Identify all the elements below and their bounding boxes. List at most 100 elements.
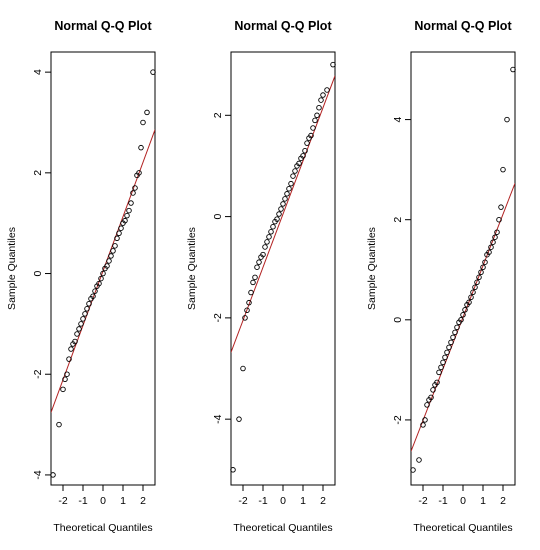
data-point xyxy=(268,229,274,235)
data-point xyxy=(424,402,430,408)
data-point xyxy=(288,180,294,187)
data-point xyxy=(434,379,440,386)
y-axis-title: Sample Quantiles xyxy=(186,227,198,310)
y-tick-label: 0 xyxy=(32,270,44,276)
data-point xyxy=(308,132,314,139)
y-tick-label: 2 xyxy=(392,217,404,223)
data-point xyxy=(330,61,336,68)
data-point xyxy=(250,279,256,286)
plot-title: Normal Q-Q Plot xyxy=(234,19,332,33)
data-point xyxy=(482,259,488,265)
data-point xyxy=(78,321,84,327)
data-point xyxy=(72,338,78,345)
data-point xyxy=(422,417,428,423)
data-point xyxy=(60,386,66,393)
data-point xyxy=(254,264,260,270)
data-point xyxy=(470,289,476,296)
data-point xyxy=(244,307,250,314)
y-tick-label: -2 xyxy=(212,313,224,322)
data-point xyxy=(124,212,130,219)
x-axis-title: Theoretical Quantiles xyxy=(233,522,332,534)
data-point xyxy=(276,211,282,217)
data-point xyxy=(256,259,262,265)
x-axis-title: Theoretical Quantiles xyxy=(413,522,512,534)
data-point xyxy=(246,299,252,306)
data-point xyxy=(278,206,284,212)
y-tick-label: 4 xyxy=(32,69,44,75)
data-point xyxy=(430,387,436,393)
data-point xyxy=(476,274,482,281)
data-point xyxy=(96,280,102,287)
data-point xyxy=(76,326,82,332)
data-point xyxy=(302,148,308,154)
y-axis-title: Sample Quantiles xyxy=(6,227,18,310)
data-point xyxy=(62,376,68,383)
x-tick-label: -2 xyxy=(58,495,67,507)
data-point xyxy=(428,394,434,401)
data-point xyxy=(252,274,258,281)
data-point xyxy=(450,334,456,341)
data-point xyxy=(310,125,316,131)
y-tick-label: 0 xyxy=(392,317,404,323)
data-point xyxy=(486,249,492,255)
data-point xyxy=(66,356,72,362)
data-point xyxy=(504,116,510,123)
data-point xyxy=(314,112,320,119)
data-point xyxy=(100,270,106,277)
data-point xyxy=(460,312,466,318)
data-point xyxy=(510,66,516,73)
y-axis-title: Sample Quantiles xyxy=(366,227,378,310)
data-point xyxy=(454,324,460,331)
qq-reference-line xyxy=(231,75,335,353)
data-point xyxy=(468,294,474,301)
x-tick-label: 2 xyxy=(320,495,326,507)
data-point xyxy=(270,223,276,230)
data-point xyxy=(248,289,254,296)
x-tick-label: -1 xyxy=(258,495,267,507)
data-point xyxy=(286,185,292,192)
data-point xyxy=(448,339,454,346)
data-point xyxy=(320,92,326,98)
x-tick-label: -1 xyxy=(438,495,447,507)
x-tick-label: 0 xyxy=(100,495,106,507)
y-tick-label: -4 xyxy=(212,414,224,423)
y-tick-label: 0 xyxy=(212,214,224,220)
x-tick-label: -2 xyxy=(418,495,427,507)
data-point xyxy=(436,369,442,376)
data-point xyxy=(494,229,500,235)
data-point xyxy=(128,200,134,206)
x-tick-label: 1 xyxy=(480,495,486,507)
data-point xyxy=(420,422,426,428)
plot-title: Normal Q-Q Plot xyxy=(414,19,512,33)
data-point xyxy=(74,331,80,337)
y-tick-label: 2 xyxy=(32,170,44,176)
data-point xyxy=(130,190,136,196)
y-tick-label: -2 xyxy=(32,369,44,378)
data-point xyxy=(474,279,480,286)
data-point xyxy=(144,109,150,116)
data-point xyxy=(318,97,324,103)
data-point xyxy=(138,144,144,151)
data-point xyxy=(264,239,270,245)
data-point xyxy=(458,317,464,323)
data-point xyxy=(240,365,246,372)
data-point xyxy=(112,243,118,249)
data-point xyxy=(50,472,56,478)
data-point xyxy=(118,225,124,231)
data-point xyxy=(496,216,502,223)
data-point xyxy=(116,230,122,237)
data-point xyxy=(416,457,422,463)
data-point xyxy=(150,69,156,75)
data-point xyxy=(312,117,318,124)
data-point xyxy=(104,263,110,269)
data-point xyxy=(230,467,236,473)
data-point xyxy=(492,234,498,240)
data-point xyxy=(68,346,74,352)
data-point xyxy=(290,173,296,179)
data-point xyxy=(274,216,280,222)
data-point xyxy=(438,364,444,371)
plot-title: Normal Q-Q Plot xyxy=(54,19,152,33)
y-tick-label: 2 xyxy=(212,112,224,118)
data-point xyxy=(266,234,272,240)
